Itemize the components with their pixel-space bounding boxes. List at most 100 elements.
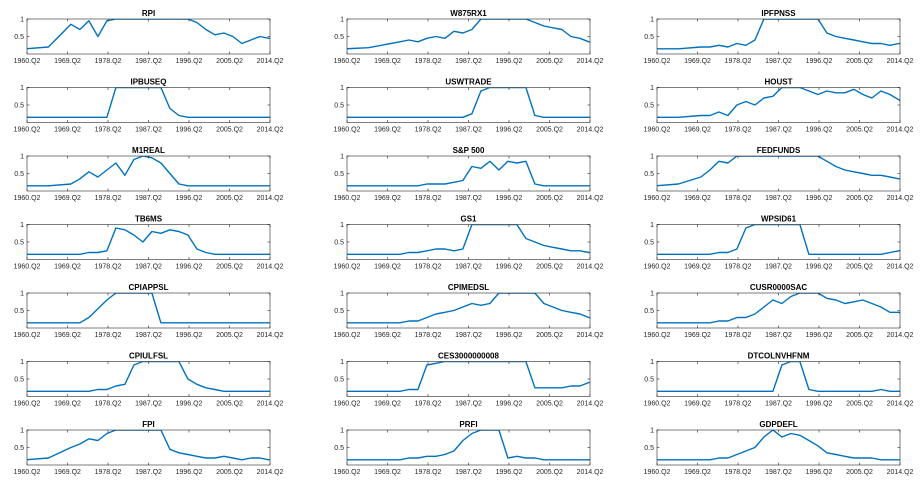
panel-title: CES3000000008 [438, 352, 499, 361]
x-tick-label: 2005.Q2 [216, 264, 243, 271]
x-tick-label: 2014.Q2 [887, 332, 914, 339]
x-tick-label: 1987.Q2 [765, 401, 792, 408]
x-tick-label: 1960.Q2 [644, 401, 671, 408]
x-tick-label: 1969.Q2 [54, 401, 81, 408]
x-tick-label: 1996.Q2 [176, 58, 203, 65]
x-tick-label: 1960.Q2 [644, 264, 671, 271]
x-tick-label: 2005.Q2 [536, 401, 563, 408]
x-tick-label: 1969.Q2 [54, 127, 81, 134]
panel-title: CPIMEDSL [448, 283, 489, 292]
x-tick-label: 1996.Q2 [496, 332, 523, 339]
x-tick-label: 1960.Q2 [644, 469, 671, 476]
y-tick-label: 0.5 [14, 445, 24, 452]
y-tick-label: 1 [650, 222, 654, 229]
x-tick-label: 1969.Q2 [684, 401, 711, 408]
x-tick-label: 2005.Q2 [216, 469, 243, 476]
x-tick-label: 1960.Q2 [334, 469, 361, 476]
panel: GDPDEFL 0.5 1 1960.Q2 1969.Q2 1978.Q2 1987.Q2 1… [644, 420, 914, 476]
x-tick-label: 1960.Q2 [334, 401, 361, 408]
x-tick-label: 1996.Q2 [806, 332, 833, 339]
x-tick-label: 1987.Q2 [135, 332, 162, 339]
x-tick-label: 1978.Q2 [415, 127, 442, 134]
x-tick-label: 2014.Q2 [257, 195, 284, 202]
x-tick-label: 1969.Q2 [374, 58, 401, 65]
y-tick-label: 1 [20, 85, 24, 92]
panel: CPIMEDSL 0.5 1 1960.Q2 1969.Q2 1978.Q2 1987.Q2… [334, 283, 604, 339]
x-tick-label: 1969.Q2 [374, 264, 401, 271]
axes-box [346, 18, 591, 55]
x-tick-label: 1987.Q2 [455, 264, 482, 271]
x-tick-label: 2005.Q2 [846, 332, 873, 339]
series-line [347, 19, 590, 50]
x-tick-label: 2014.Q2 [887, 127, 914, 134]
y-tick-label: 0.5 [14, 240, 24, 247]
panel-title: IPFPNSS [761, 9, 796, 18]
x-tick-label: 2005.Q2 [846, 264, 873, 271]
x-tick-label: 1987.Q2 [135, 195, 162, 202]
panel: RPI 0.5 1 1960.Q2 1969.Q2 1978.Q2 1987.Q2 1996.… [14, 9, 284, 65]
y-tick-label: 0.5 [334, 171, 344, 178]
x-tick-label: 1987.Q2 [135, 264, 162, 271]
y-tick-label: 1 [650, 17, 654, 24]
x-tick-label: 1987.Q2 [135, 127, 162, 134]
x-tick-label: 2014.Q2 [577, 469, 604, 476]
x-tick-label: 1978.Q2 [415, 332, 442, 339]
x-tick-label: 1960.Q2 [14, 127, 41, 134]
x-tick-label: 1969.Q2 [684, 332, 711, 339]
panel-title: DTCOLNVHFNM [748, 352, 810, 361]
x-tick-label: 1996.Q2 [176, 332, 203, 339]
x-tick-label: 1978.Q2 [95, 264, 122, 271]
panel: GS1 0.5 1 1960.Q2 1969.Q2 1978.Q2 1987.Q2 1996.… [334, 215, 604, 271]
x-tick-label: 1978.Q2 [95, 401, 122, 408]
x-tick-label: 2005.Q2 [846, 58, 873, 65]
x-tick-label: 1969.Q2 [54, 58, 81, 65]
y-tick-label: 1 [20, 17, 24, 24]
x-tick-label: 1978.Q2 [725, 58, 752, 65]
y-tick-label: 0.5 [14, 171, 24, 178]
x-tick-label: 1960.Q2 [334, 58, 361, 65]
series-line [27, 227, 270, 256]
x-tick-label: 1996.Q2 [496, 58, 523, 65]
x-tick-label: 1987.Q2 [135, 58, 162, 65]
x-tick-label: 1987.Q2 [455, 58, 482, 65]
panel: M1REAL 0.5 1 1960.Q2 1969.Q2 1978.Q2 1987.Q2 19… [14, 146, 284, 202]
x-tick-label: 1960.Q2 [334, 127, 361, 134]
x-tick-label: 1978.Q2 [415, 401, 442, 408]
x-tick-label: 2014.Q2 [257, 401, 284, 408]
x-tick-label: 1969.Q2 [54, 469, 81, 476]
y-tick-label: 1 [20, 154, 24, 161]
x-tick-label: 1996.Q2 [496, 127, 523, 134]
x-tick-label: 2014.Q2 [257, 264, 284, 271]
x-tick-label: 2014.Q2 [257, 469, 284, 476]
x-tick-label: 1978.Q2 [725, 127, 752, 134]
y-tick-label: 1 [340, 291, 344, 298]
x-tick-label: 1960.Q2 [334, 332, 361, 339]
series-line [657, 156, 900, 187]
x-tick-label: 1969.Q2 [374, 127, 401, 134]
series-line [27, 87, 270, 119]
panel-title: M1REAL [132, 146, 165, 155]
x-tick-label: 1960.Q2 [644, 127, 671, 134]
x-tick-label: 1969.Q2 [684, 264, 711, 271]
x-tick-label: 1969.Q2 [684, 58, 711, 65]
panel: W875RX1 0.5 1 1960.Q2 1969.Q2 1978.Q2 1987.Q2 1… [334, 9, 604, 65]
x-tick-label: 1960.Q2 [644, 332, 671, 339]
series-line [347, 361, 590, 392]
y-tick-label: 1 [340, 428, 344, 435]
y-tick-label: 1 [20, 428, 24, 435]
x-tick-label: 1969.Q2 [54, 264, 81, 271]
x-tick-label: 1960.Q2 [644, 58, 671, 65]
y-tick-label: 1 [20, 291, 24, 298]
x-tick-label: 1987.Q2 [455, 469, 482, 476]
x-tick-label: 1996.Q2 [496, 401, 523, 408]
x-tick-label: 1996.Q2 [176, 401, 203, 408]
panel: CPIAPPSL 0.5 1 1960.Q2 1969.Q2 1978.Q2 1987.Q2… [14, 283, 284, 339]
y-tick-label: 1 [650, 428, 654, 435]
panel-title: FEDFUNDS [757, 146, 801, 155]
x-tick-label: 2014.Q2 [887, 469, 914, 476]
x-tick-label: 1987.Q2 [765, 332, 792, 339]
panel: TB6MS 0.5 1 1960.Q2 1969.Q2 1978.Q2 1987.Q2 199… [14, 215, 284, 271]
x-tick-label: 1978.Q2 [95, 127, 122, 134]
x-tick-label: 2014.Q2 [257, 127, 284, 134]
